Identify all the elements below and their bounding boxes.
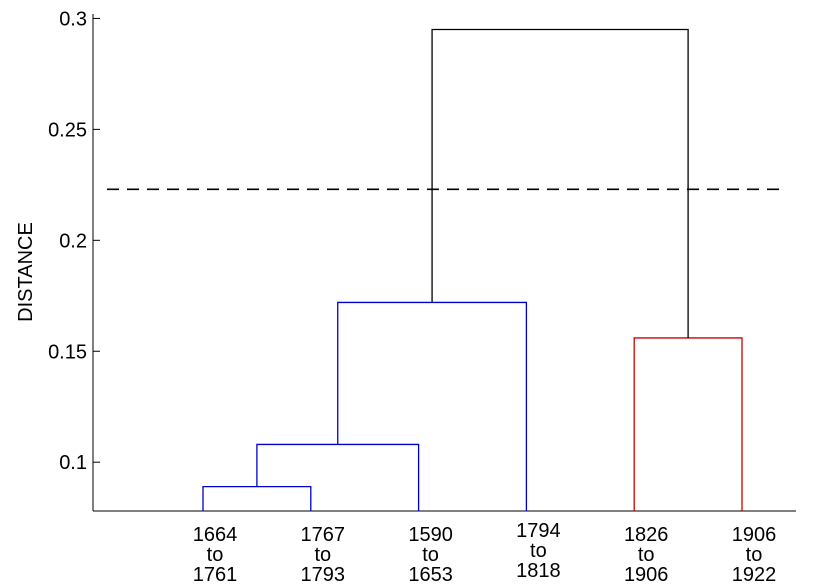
leaf-label: 1664 xyxy=(193,524,238,546)
leaf-label: 1793 xyxy=(301,564,346,586)
y-axis-title: DISTANCE xyxy=(15,222,37,322)
leaf-label: to xyxy=(422,544,439,566)
leaf-label: 1922 xyxy=(732,564,777,586)
y-tick-label: 0.2 xyxy=(59,230,87,252)
y-tick-label: 0.1 xyxy=(59,452,87,474)
leaf-label: to xyxy=(314,544,331,566)
leaf-label: 1590 xyxy=(408,524,453,546)
leaf-label: 1794 xyxy=(516,520,561,542)
y-tick-label: 0.3 xyxy=(59,8,87,30)
dendrogram-links xyxy=(202,28,743,511)
leaf-label: to xyxy=(207,544,224,566)
leaf-label: to xyxy=(746,544,763,566)
dendrogram-link xyxy=(256,443,420,511)
dendrogram-link xyxy=(337,301,528,511)
dendrogram-link xyxy=(202,485,312,511)
leaf-label: to xyxy=(638,544,655,566)
leaf-label: 1653 xyxy=(408,564,453,586)
axes xyxy=(92,14,796,512)
leaf-label: 1761 xyxy=(193,564,238,586)
dendrogram-link xyxy=(633,337,743,511)
dendrogram-link xyxy=(431,28,689,338)
leaf-label: to xyxy=(530,540,547,562)
leaf-label: 1826 xyxy=(624,524,669,546)
leaf-label: 1906 xyxy=(732,524,777,546)
y-tick-label: 0.15 xyxy=(48,341,87,363)
leaf-label: 1767 xyxy=(301,524,346,546)
y-tick-label: 0.25 xyxy=(48,119,87,141)
y-ticks: 0.1 0.15 0.2 0.25 0.3 xyxy=(48,8,100,474)
leaf-label: 1906 xyxy=(624,564,669,586)
leaf-labels: 1664to17611767to17931590to16531794to1818… xyxy=(193,520,777,586)
leaf-label: 1818 xyxy=(516,560,561,582)
